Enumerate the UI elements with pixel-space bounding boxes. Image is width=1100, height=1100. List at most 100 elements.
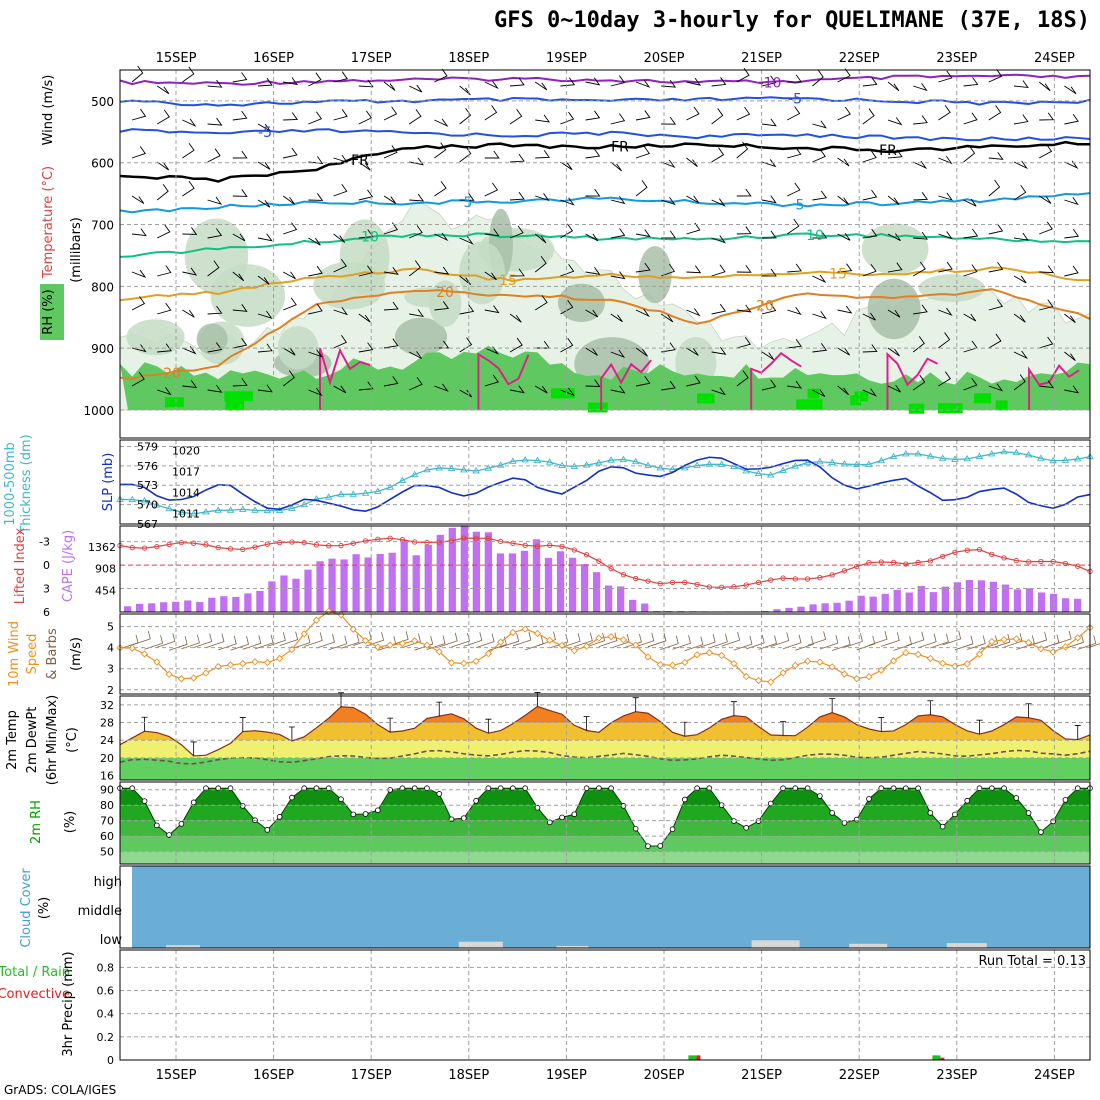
wind-barb xyxy=(913,83,928,92)
wind-barb xyxy=(963,112,978,125)
wind-barb xyxy=(686,77,702,86)
wind-barb xyxy=(686,106,700,121)
wind10m-barb xyxy=(721,632,741,647)
lifted-index-point xyxy=(362,538,369,544)
wind-barb xyxy=(207,117,223,126)
cape-bar xyxy=(1037,592,1046,612)
wind-speed-point xyxy=(239,659,247,668)
rh2m-point xyxy=(632,825,639,832)
wind-tick-label: 3 xyxy=(107,663,114,676)
rh-band xyxy=(120,789,1090,806)
thickness-tick-label: 576 xyxy=(137,460,158,473)
contour-label: 10 xyxy=(361,230,379,246)
footer-credit: GrADS: COLA/IGES xyxy=(4,1083,117,1097)
wind10m-barb xyxy=(905,631,925,647)
wind-speed-point xyxy=(300,630,308,638)
wind10m-barb xyxy=(390,631,409,646)
rh2m-point xyxy=(375,807,381,814)
temp-tick-label: 20 xyxy=(100,752,114,765)
temp-minmax-bar xyxy=(829,698,836,713)
wind10m-barb xyxy=(795,636,814,651)
thickness-point xyxy=(251,506,259,513)
wind-barb xyxy=(1064,351,1076,361)
wind10m-barb xyxy=(623,633,642,649)
wind-barb xyxy=(358,79,374,88)
wind-speed-point xyxy=(1074,634,1082,642)
wind-barb xyxy=(887,384,901,393)
wind-barb xyxy=(610,75,626,87)
cloud-panel xyxy=(119,865,1091,949)
lifted-index-point xyxy=(915,559,921,566)
wind-barb xyxy=(560,337,574,353)
thickness-point xyxy=(1024,451,1033,458)
cape-bar xyxy=(532,539,541,612)
wind-barb xyxy=(1064,265,1079,277)
wind-barb xyxy=(308,349,323,358)
rh2m-point xyxy=(645,843,651,849)
cape-bar xyxy=(316,561,324,612)
wind-barb xyxy=(434,301,450,311)
wind-barb xyxy=(963,264,978,277)
thickness-point xyxy=(374,487,382,494)
wind-barb xyxy=(585,267,601,275)
wind-barb xyxy=(862,388,877,397)
wind-barb xyxy=(156,85,170,95)
temp-minmax-bar xyxy=(387,717,394,733)
wind-barb xyxy=(207,79,223,88)
wind-barb xyxy=(988,69,1003,83)
precip-total-label: Total / Rain xyxy=(0,965,70,980)
wind-barb xyxy=(635,347,648,357)
wind-barb xyxy=(812,342,828,353)
wind-speed-point xyxy=(398,639,407,648)
wind-barb xyxy=(232,189,248,197)
wind-barb xyxy=(736,106,751,121)
rh2m-point xyxy=(276,814,283,820)
rh2m-point xyxy=(878,785,885,791)
lifted-index-point xyxy=(571,547,577,553)
wind-barb xyxy=(912,374,926,391)
wind-barb xyxy=(156,183,169,201)
lifted-index-point xyxy=(976,546,983,553)
wind10m-barb xyxy=(574,632,593,648)
rh2m-point xyxy=(743,825,750,831)
lifted-index-point xyxy=(436,539,442,545)
wind-barb xyxy=(812,274,827,284)
wind-barb xyxy=(686,222,701,235)
wind-barb xyxy=(1013,232,1029,241)
wind-barb xyxy=(257,233,273,242)
thickness-point xyxy=(1037,454,1045,461)
cape-bar xyxy=(136,603,144,612)
cape-bar xyxy=(400,540,408,612)
wind-barb xyxy=(283,222,298,235)
wind-barb xyxy=(686,308,701,317)
contour-label: 5 xyxy=(464,195,473,211)
cape-bar xyxy=(484,532,493,612)
cape-bar xyxy=(1013,589,1022,612)
wind-speed-point xyxy=(570,647,578,655)
date-label-bottom: 19SEP xyxy=(546,1068,587,1083)
wind-barb xyxy=(534,385,548,394)
wind-barb xyxy=(509,268,525,277)
rh-area-humid xyxy=(867,278,921,340)
wind-barb xyxy=(560,387,575,396)
lifted-index-point xyxy=(706,584,713,590)
wind-barb xyxy=(560,111,575,125)
cape-bar xyxy=(989,581,998,612)
temp-minmax-bar xyxy=(338,692,345,707)
wind-barb xyxy=(383,266,399,275)
lifted-index-point xyxy=(596,558,602,564)
wind-barb xyxy=(610,228,626,239)
lifted-index-point xyxy=(473,535,479,541)
wind-barb xyxy=(207,148,221,163)
temp2m-line xyxy=(119,705,1091,757)
wind10m-barb xyxy=(844,633,863,648)
wind-barb xyxy=(308,303,323,315)
wind-barb xyxy=(131,108,147,121)
wind-barb xyxy=(761,159,777,168)
wind-barb xyxy=(761,118,777,127)
rh2m-point xyxy=(669,826,676,833)
wind-speed-point xyxy=(386,641,394,649)
lifted-index-point xyxy=(841,568,848,574)
wind10m-barb xyxy=(647,632,667,648)
rh-band xyxy=(120,851,1090,864)
